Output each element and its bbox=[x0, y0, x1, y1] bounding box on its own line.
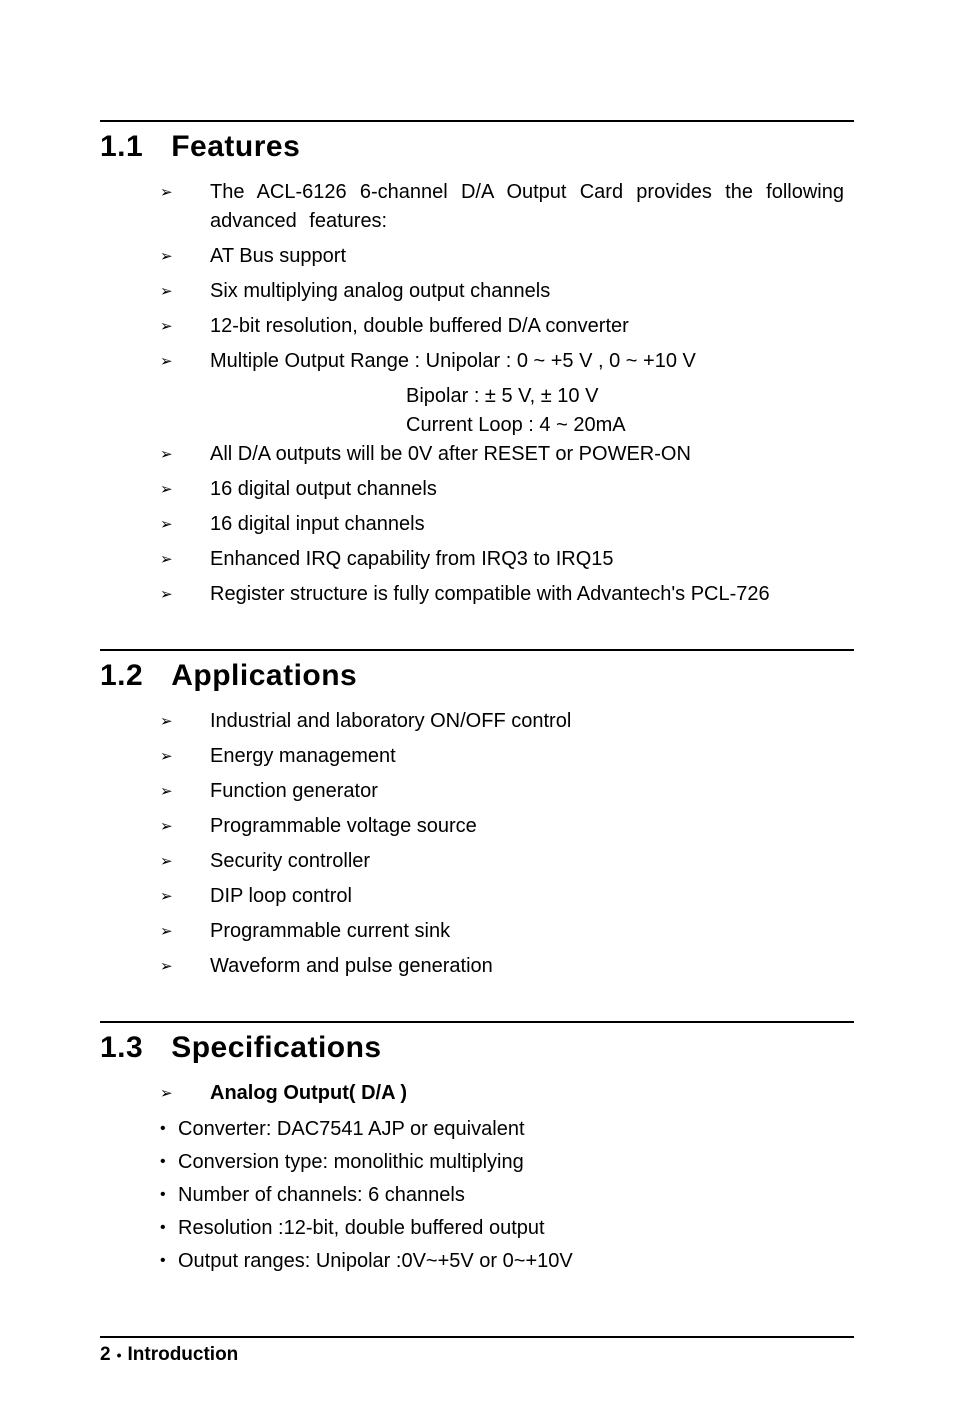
triangle-bullet-icon: ➢ bbox=[160, 545, 176, 574]
list-text: Enhanced IRQ capability from IRQ3 to IRQ… bbox=[210, 545, 844, 574]
triangle-bullet-icon: ➢ bbox=[160, 882, 176, 911]
list-text: Six multiplying analog output channels bbox=[210, 277, 844, 306]
list-item: ➢ All D/A outputs will be 0V after RESET… bbox=[160, 440, 844, 469]
section-number: 1.3 bbox=[100, 1031, 143, 1065]
list-text: Industrial and laboratory ON/OFF control bbox=[210, 707, 844, 736]
list-item: ➢ 16 digital input channels bbox=[160, 510, 844, 539]
dot-bullet-icon: • bbox=[160, 1180, 170, 1210]
triangle-bullet-icon: ➢ bbox=[160, 347, 176, 376]
list-item: ➢ Six multiplying analog output channels bbox=[160, 277, 844, 306]
spec-header-list: ➢ Analog Output( D/A ) bbox=[100, 1079, 854, 1108]
section-specifications: 1.3 Specifications bbox=[100, 1021, 854, 1065]
dot-bullet-icon: • bbox=[160, 1114, 170, 1144]
triangle-bullet-icon: ➢ bbox=[160, 440, 176, 469]
list-item: ➢ Programmable voltage source bbox=[160, 812, 844, 841]
triangle-bullet-icon: ➢ bbox=[160, 475, 176, 504]
dot-text: Output ranges: Unipolar :0V~+5V or 0~+10… bbox=[178, 1246, 573, 1276]
section-heading-specifications: 1.3 Specifications bbox=[100, 1031, 854, 1065]
dot-bullet-icon: • bbox=[117, 1347, 122, 1363]
triangle-bullet-icon: ➢ bbox=[160, 510, 176, 539]
footer: 2 • Introduction bbox=[100, 1336, 854, 1366]
section-title: Applications bbox=[171, 659, 357, 693]
page-number: 2 bbox=[100, 1344, 111, 1366]
triangle-bullet-icon: ➢ bbox=[160, 952, 176, 981]
spec-dot-list: • Converter: DAC7541 AJP or equivalent •… bbox=[100, 1114, 854, 1276]
list-text: Waveform and pulse generation bbox=[210, 952, 844, 981]
list-text: AT Bus support bbox=[210, 242, 844, 271]
list-text: DIP loop control bbox=[210, 882, 844, 911]
list-text: Programmable current sink bbox=[210, 917, 844, 946]
list-item: ➢ AT Bus support bbox=[160, 242, 844, 271]
list-item: ➢ Register structure is fully compatible… bbox=[160, 580, 844, 609]
list-item: ➢ Programmable current sink bbox=[160, 917, 844, 946]
triangle-bullet-icon: ➢ bbox=[160, 242, 176, 271]
triangle-bullet-icon: ➢ bbox=[160, 277, 176, 306]
list-text: Register structure is fully compatible w… bbox=[210, 580, 844, 609]
applications-list: ➢ Industrial and laboratory ON/OFF contr… bbox=[100, 707, 854, 981]
triangle-bullet-icon: ➢ bbox=[160, 847, 176, 876]
list-text: 12-bit resolution, double buffered D/A c… bbox=[210, 312, 844, 341]
dot-text: Conversion type: monolithic multiplying bbox=[178, 1147, 524, 1177]
list-text: Programmable voltage source bbox=[210, 812, 844, 841]
list-text: 16 digital output channels bbox=[210, 475, 844, 504]
dot-text: Converter: DAC7541 AJP or equivalent bbox=[178, 1114, 525, 1144]
dot-bullet-icon: • bbox=[160, 1246, 170, 1276]
dot-item: • Number of channels: 6 channels bbox=[160, 1180, 854, 1210]
dot-text: Resolution :12-bit, double buffered outp… bbox=[178, 1213, 545, 1243]
list-item: ➢ 16 digital output channels bbox=[160, 475, 844, 504]
features-list-continued: ➢ All D/A outputs will be 0V after RESET… bbox=[100, 440, 854, 609]
section-title: Features bbox=[171, 130, 300, 164]
section-heading-features: 1.1 Features bbox=[100, 130, 854, 164]
dot-bullet-icon: • bbox=[160, 1213, 170, 1243]
list-text: All D/A outputs will be 0V after RESET o… bbox=[210, 440, 844, 469]
dot-bullet-icon: • bbox=[160, 1147, 170, 1177]
section-heading-applications: 1.2 Applications bbox=[100, 659, 854, 693]
sub-line: Current Loop : 4 ~ 20mA bbox=[100, 411, 854, 440]
triangle-bullet-icon: ➢ bbox=[160, 812, 176, 841]
list-item: ➢ Industrial and laboratory ON/OFF contr… bbox=[160, 707, 844, 736]
footer-label: Introduction bbox=[127, 1344, 238, 1366]
dot-text: Number of channels: 6 channels bbox=[178, 1180, 465, 1210]
section-number: 1.2 bbox=[100, 659, 143, 693]
dot-item: • Output ranges: Unipolar :0V~+5V or 0~+… bbox=[160, 1246, 854, 1276]
triangle-bullet-icon: ➢ bbox=[160, 580, 176, 609]
triangle-bullet-icon: ➢ bbox=[160, 777, 176, 806]
sub-line: Bipolar : ± 5 V, ± 10 V bbox=[100, 382, 854, 411]
list-item: ➢ Enhanced IRQ capability from IRQ3 to I… bbox=[160, 545, 844, 574]
section-applications: 1.2 Applications bbox=[100, 649, 854, 693]
spec-header-text: Analog Output( D/A ) bbox=[210, 1079, 844, 1108]
triangle-bullet-icon: ➢ bbox=[160, 178, 176, 207]
dot-item: • Converter: DAC7541 AJP or equivalent bbox=[160, 1114, 854, 1144]
triangle-bullet-icon: ➢ bbox=[160, 707, 176, 736]
section-number: 1.1 bbox=[100, 130, 143, 164]
list-item: ➢ DIP loop control bbox=[160, 882, 844, 911]
footer-rule bbox=[100, 1336, 854, 1338]
triangle-bullet-icon: ➢ bbox=[160, 312, 176, 341]
features-list: ➢ The ACL-6126 6-channel D/A Output Card… bbox=[100, 178, 854, 376]
list-item: ➢ Security controller bbox=[160, 847, 844, 876]
section-features: 1.1 Features bbox=[100, 120, 854, 164]
list-item: ➢ Energy management bbox=[160, 742, 844, 771]
list-text: The ACL-6126 6-channel D/A Output Card p… bbox=[210, 178, 844, 236]
dot-item: • Resolution :12-bit, double buffered ou… bbox=[160, 1213, 854, 1243]
list-text: Energy management bbox=[210, 742, 844, 771]
triangle-bullet-icon: ➢ bbox=[160, 742, 176, 771]
list-text: 16 digital input channels bbox=[210, 510, 844, 539]
list-item: ➢ Waveform and pulse generation bbox=[160, 952, 844, 981]
list-text: Function generator bbox=[210, 777, 844, 806]
section-title: Specifications bbox=[171, 1031, 381, 1065]
triangle-bullet-icon: ➢ bbox=[160, 917, 176, 946]
footer-line: 2 • Introduction bbox=[100, 1344, 854, 1366]
list-item: ➢ Function generator bbox=[160, 777, 844, 806]
list-item: ➢ The ACL-6126 6-channel D/A Output Card… bbox=[160, 178, 844, 236]
list-item: ➢ Multiple Output Range : Unipolar : 0 ~… bbox=[160, 347, 844, 376]
list-text: Security controller bbox=[210, 847, 844, 876]
list-item: ➢ Analog Output( D/A ) bbox=[160, 1079, 844, 1108]
list-text: Multiple Output Range : Unipolar : 0 ~ +… bbox=[210, 347, 844, 376]
dot-item: • Conversion type: monolithic multiplyin… bbox=[160, 1147, 854, 1177]
triangle-bullet-icon: ➢ bbox=[160, 1079, 176, 1108]
list-item: ➢ 12-bit resolution, double buffered D/A… bbox=[160, 312, 844, 341]
